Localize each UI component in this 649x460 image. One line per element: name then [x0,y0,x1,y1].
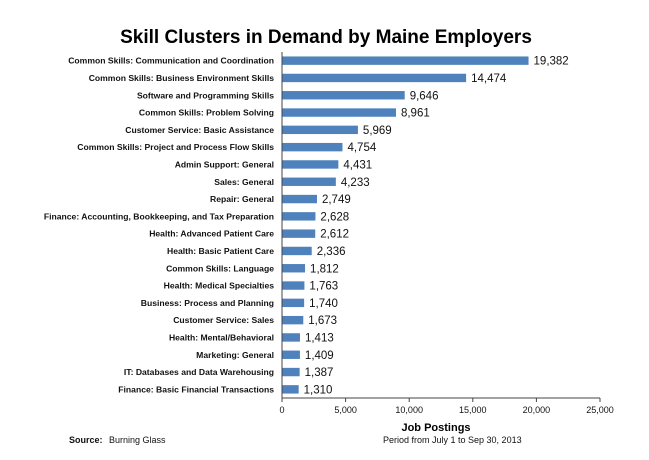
bar [282,142,343,152]
x-ticks: 0 5,000 10,000 15,000 20,000 25,000 [279,398,614,415]
category-label: Health: Basic Patient Care [167,246,274,256]
value-label: 5,969 [363,125,392,137]
bar [282,125,358,135]
category-label: Software and Programming Skills [137,90,274,100]
category-label: Common Skills: Problem Solving [139,108,274,118]
category-label: IT: Databases and Data Warehousing [124,367,274,377]
category-label: Common Skills: Business Environment Skil… [89,73,275,83]
bar [282,229,316,238]
x-tick-label: 20,000 [523,405,551,415]
value-label: 4,431 [343,159,372,171]
bar [282,56,529,65]
bar [282,385,299,394]
value-label: 1,812 [310,263,339,275]
bar [282,177,336,186]
value-label: 1,387 [305,367,334,379]
value-label: 1,413 [305,332,334,344]
value-label: 4,754 [347,142,376,154]
value-label: 19,382 [534,56,569,68]
value-label: 2,336 [317,246,346,258]
bar [282,73,467,83]
source-value: Burning Glass [109,435,166,445]
category-label: Health: Advanced Patient Care [149,229,274,239]
bars [282,56,529,394]
category-label: Admin Support: General [175,159,274,169]
bar [282,91,405,100]
category-label: Common Skills: Project and Process Flow … [77,142,274,152]
bar [282,333,300,342]
x-tick-label: 25,000 [586,405,614,415]
category-label: Customer Service: Sales [173,315,274,325]
value-label: 2,749 [322,194,351,206]
bar [282,298,305,308]
period-note: Period from July 1 to Sep 30, 2013 [383,435,522,445]
source-note: Source: Burning Glass [69,435,166,445]
x-tick-label: 10,000 [395,405,423,415]
value-label: 4,233 [341,177,370,189]
category-label: Finance: Basic Financial Transactions [118,384,274,394]
chart-title: Skill Clusters in Demand by Maine Employ… [120,27,532,48]
value-label: 1,310 [304,384,333,396]
bar [282,246,312,256]
x-tick-label: 0 [279,405,284,415]
bar [282,212,316,221]
value-label: 14,474 [471,73,507,85]
category-label: Finance: Accounting, Bookkeeping, and Ta… [44,211,274,221]
category-label: Business: Process and Planning [141,298,274,308]
bar [282,315,304,325]
bar [282,367,300,377]
value-label: 2,612 [320,229,349,241]
x-axis-title: Job Postings [401,422,470,434]
value-label: 2,628 [320,211,349,223]
category-label: Health: Medical Specialties [164,281,275,291]
category-label: Repair: General [210,194,274,204]
bar [282,281,305,290]
category-label: Common Skills: Communication and Coordin… [68,56,274,66]
value-label: 1,740 [309,298,338,310]
value-label: 1,409 [305,350,334,362]
value-label: 9,646 [410,90,439,102]
category-labels: Common Skills: Communication and Coordin… [44,56,274,395]
value-label: 8,961 [401,108,430,120]
value-label: 1,763 [309,281,338,293]
category-label: Marketing: General [196,350,274,360]
category-label: Health: Mental/Behavioral [169,332,274,342]
bar [282,264,306,273]
x-tick-label: 15,000 [459,405,487,415]
bar [282,108,396,117]
bar [282,160,339,169]
bar [282,194,317,204]
bar [282,350,300,359]
source-label: Source: [69,435,103,445]
x-tick-label: 5,000 [334,405,357,415]
value-labels: 19,382 14,474 9,646 8,961 5,969 4,754 4,431 4,2… [304,56,569,397]
category-label: Customer Service: Basic Assistance [125,125,274,135]
value-label: 1,673 [308,315,337,327]
category-label: Common Skills: Language [166,263,274,273]
category-label: Sales: General [214,177,274,187]
